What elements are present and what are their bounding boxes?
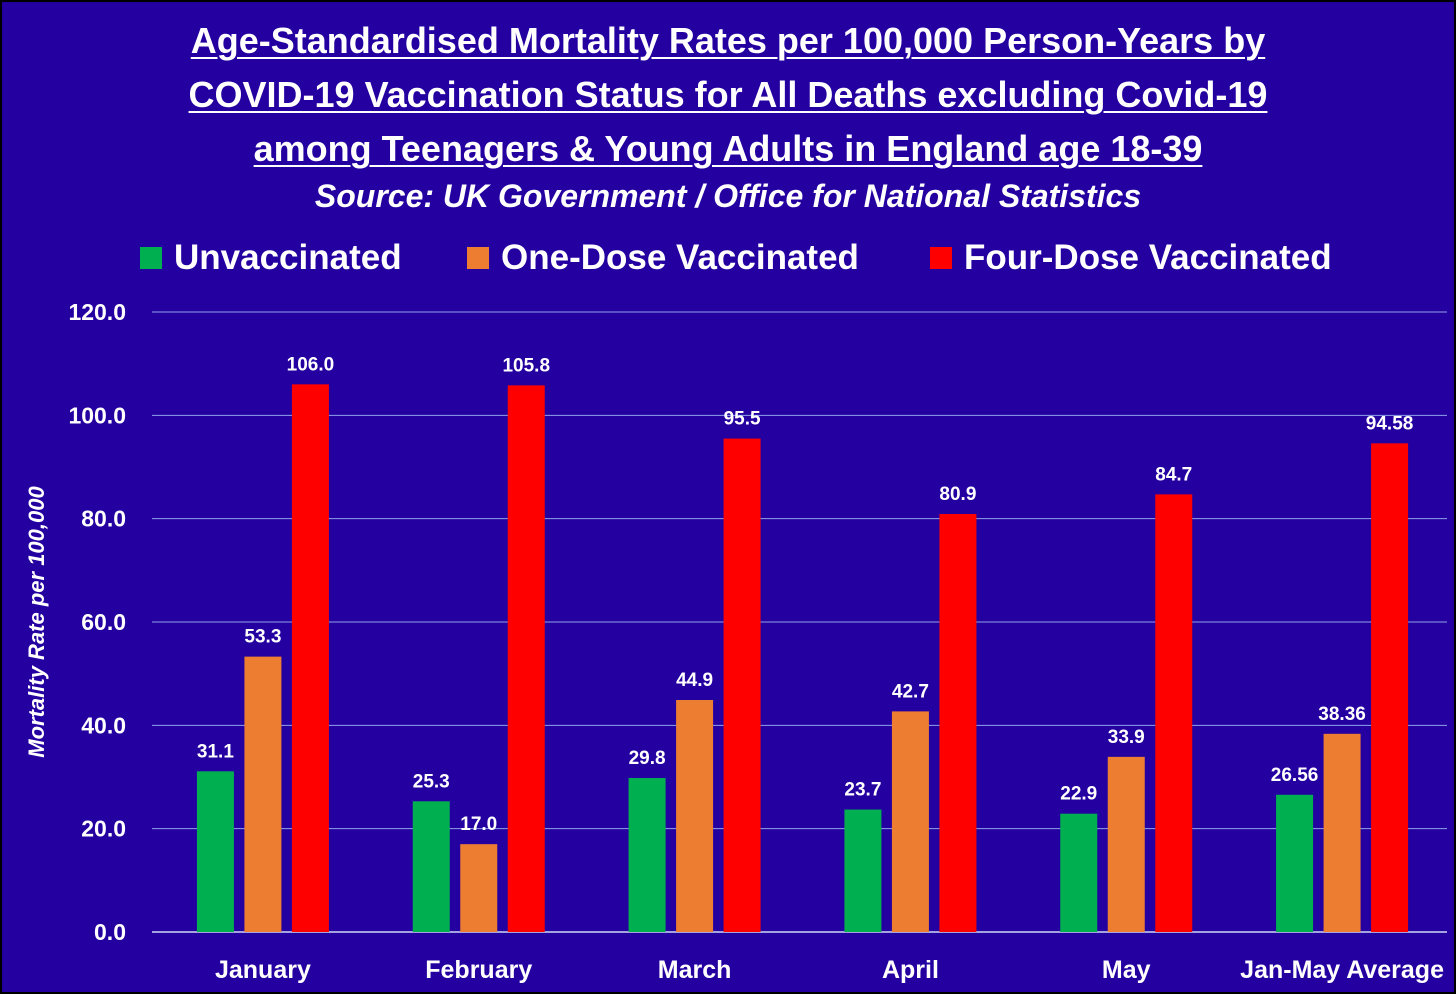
bar [196,771,234,932]
data-label: 25.3 [413,771,450,792]
x-tick-label: April [882,956,939,984]
chart-title-line-1: Age-Standardised Mortality Rates per 100… [190,20,1266,61]
data-label: 94.58 [1366,413,1414,434]
bar [1155,494,1193,932]
data-label: 106.0 [287,354,335,375]
bar [1276,794,1314,932]
y-tick-label: 80.0 [81,506,126,532]
data-label: 22.9 [1060,784,1097,805]
data-label: 42.7 [892,681,929,702]
bar [291,384,329,932]
y-tick-label: 60.0 [81,609,126,635]
data-label: 105.8 [502,355,550,376]
gridlines [152,311,1447,933]
bar [1323,733,1361,932]
chart-subtitle: Source: UK Government / Office for Natio… [314,178,1142,214]
data-label: 26.56 [1271,765,1319,786]
legend-item-one-dose: One-Dose Vaccinated [467,238,859,278]
y-tick-label: 120.0 [68,299,126,325]
bar [939,514,977,932]
data-label: 38.36 [1318,704,1366,725]
data-label: 29.8 [629,748,666,769]
y-axis-ticks: 0.0 20.0 40.0 60.0 80.0 100.0 120.0 [68,299,126,945]
data-label: 33.9 [1108,727,1145,748]
legend-item-unvaccinated: Unvaccinated [140,238,402,278]
data-label: 95.5 [724,409,761,430]
x-tick-label: February [425,956,532,984]
y-tick-label: 40.0 [81,712,126,738]
x-axis-ticks: January February March April May Jan-May Aver… [215,956,1444,984]
legend-swatch-one-dose [467,247,489,269]
legend-label-four-dose: Four-Dose Vaccinated [964,238,1332,277]
legend-swatch-four-dose [930,247,952,269]
bar [891,711,929,932]
bar [244,656,282,932]
legend-swatch-unvaccinated [140,247,162,269]
legend-label-one-dose: One-Dose Vaccinated [501,238,859,277]
data-label: 53.3 [244,627,281,648]
data-label: 23.7 [844,780,881,801]
y-tick-label: 100.0 [68,402,126,428]
bar [723,438,761,932]
chart-title-line-2: COVID-19 Vaccination Status for All Deat… [188,74,1268,115]
data-label: 84.7 [1155,464,1192,485]
x-tick-label: January [215,956,311,984]
legend-label-unvaccinated: Unvaccinated [174,238,402,277]
bar [412,801,450,932]
bar [1060,813,1098,932]
x-tick-label: Jan-May Average [1240,956,1444,984]
data-label: 17.0 [460,814,497,835]
bar [1371,443,1409,932]
y-tick-label: 0.0 [94,919,126,945]
data-label: 31.1 [197,741,234,762]
y-axis-label: Mortality Rate per 100,000 [24,486,49,758]
x-tick-label: March [658,956,732,984]
bar [460,844,498,932]
x-tick-label: May [1102,956,1151,984]
bar [844,809,882,932]
bar [507,385,545,932]
y-tick-label: 20.0 [81,816,126,842]
bar [676,700,714,932]
bars [196,384,1409,932]
chart-title-line-3: among Teenagers & Young Adults in Englan… [253,128,1203,169]
legend-item-four-dose: Four-Dose Vaccinated [930,238,1332,278]
data-label: 80.9 [939,484,976,505]
data-labels: 31.1 53.3 106.0 25.3 17.0 105.8 29.8 44.9 95.5 23… [197,354,1413,835]
bar [628,778,666,932]
data-label: 44.9 [676,670,713,691]
bar [1107,756,1145,932]
